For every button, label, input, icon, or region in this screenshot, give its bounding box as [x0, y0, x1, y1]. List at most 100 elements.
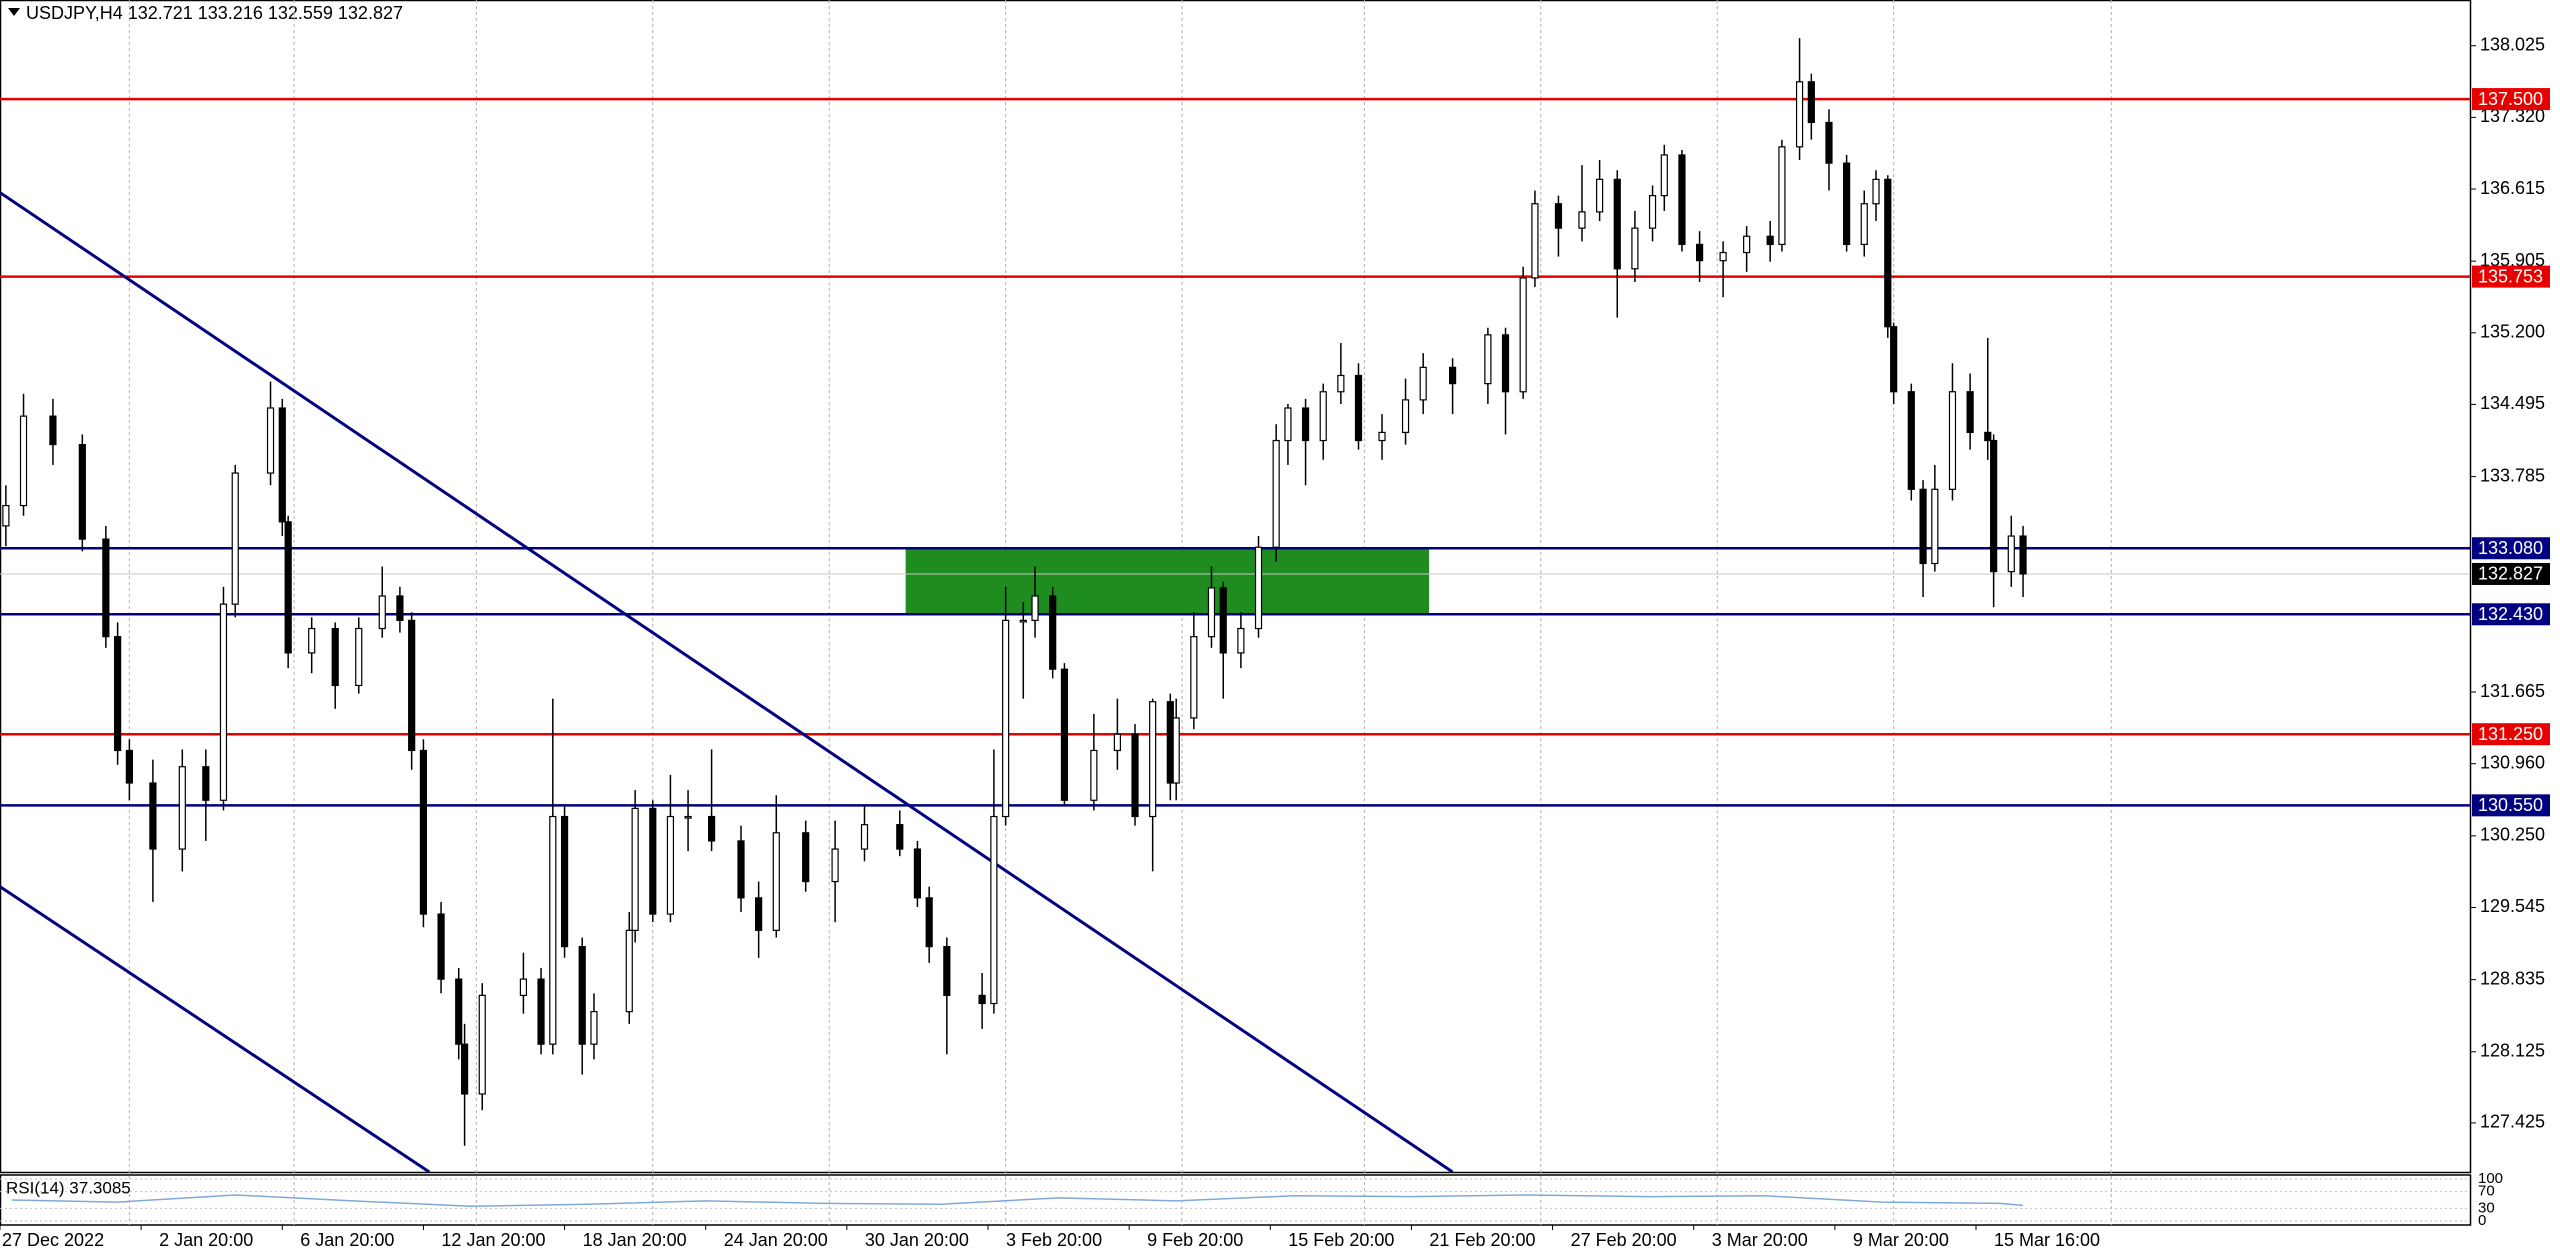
candle-body — [1931, 488, 1939, 565]
level-label-box — [2472, 88, 2550, 111]
candle-body — [231, 472, 239, 605]
candle-body — [1743, 235, 1751, 254]
candle-body — [1149, 701, 1157, 818]
y-tick-label: 131.665 — [2480, 681, 2545, 701]
x-tick-label: 30 Jan 20:00 — [865, 1230, 969, 1250]
candle-body — [772, 832, 780, 931]
level-label: 132.430 — [2478, 604, 2543, 624]
candle-body — [1860, 203, 1868, 245]
candle-body — [1795, 81, 1804, 148]
candle-body — [266, 407, 275, 474]
candle-body — [49, 415, 57, 446]
candle-body — [1049, 595, 1057, 670]
candle-body — [1596, 178, 1604, 213]
candle-body — [1990, 439, 1998, 573]
level-label: 131.250 — [2478, 724, 2543, 744]
candle-body — [684, 815, 692, 819]
x-tick-label: 27 Feb 20:00 — [1571, 1230, 1677, 1250]
candle-body — [1090, 749, 1098, 801]
x-tick-label: 6 Jan 20:00 — [300, 1230, 394, 1250]
x-tick-label: 15 Mar 16:00 — [1994, 1230, 2100, 1250]
x-tick-label: 9 Mar 20:00 — [1853, 1230, 1949, 1250]
rsi-line — [11, 1194, 2024, 1208]
candle-body — [408, 619, 416, 752]
y-tick-label: 137.320 — [2480, 106, 2545, 126]
candle-body — [1113, 733, 1121, 752]
candle-body — [284, 521, 292, 654]
candle-body — [537, 978, 545, 1045]
candle-body — [831, 848, 839, 883]
y-tick-label: 128.835 — [2480, 968, 2545, 988]
candle-body — [1207, 587, 1216, 638]
level-label: 133.080 — [2478, 538, 2543, 558]
candle-body — [455, 978, 463, 1045]
y-tick-label: 136.615 — [2480, 178, 2545, 198]
trendline — [0, 191, 1454, 1172]
candle-body — [1254, 546, 1263, 630]
candle-body — [2, 504, 10, 527]
candle-body — [1284, 407, 1292, 442]
x-tick-label: 27 Dec 2022 — [2, 1230, 104, 1250]
candle-body — [1131, 733, 1139, 818]
rsi-panel — [0, 1174, 2472, 1226]
candle-body — [419, 749, 428, 915]
candle-body — [308, 627, 316, 654]
candle-body — [1578, 211, 1586, 229]
candle-body — [590, 1011, 598, 1045]
rsi-tick-label: 70 — [2478, 1183, 2495, 1200]
candle-body — [1966, 391, 1974, 433]
candle-body — [560, 815, 569, 948]
rsi-tick-label: 0 — [2478, 1212, 2486, 1229]
candle-body — [1519, 277, 1527, 393]
candle-body — [1301, 407, 1310, 442]
candle-body — [2019, 535, 2027, 575]
candle-body — [1166, 701, 1174, 784]
candle-body — [1501, 334, 1510, 393]
x-tick-label: 2 Jan 20:00 — [159, 1230, 253, 1250]
candle-body — [1766, 235, 1774, 245]
rsi-label: RSI(14) 37.3085 — [6, 1178, 131, 1197]
candle-body — [1984, 431, 1992, 442]
candle-body — [1919, 488, 1927, 565]
candle-body — [755, 897, 763, 931]
candle-body — [1190, 636, 1198, 719]
candle-body — [1319, 391, 1327, 442]
level-label-box — [2472, 794, 2550, 817]
candle-body — [1660, 154, 1668, 197]
candle-body — [460, 1043, 469, 1095]
x-tick-label: 18 Jan 20:00 — [583, 1230, 687, 1250]
candle-body — [925, 897, 933, 948]
x-tick-label: 3 Feb 20:00 — [1006, 1230, 1102, 1250]
candle-body — [943, 946, 951, 996]
rsi-tick-label: 30 — [2478, 1199, 2495, 1216]
level-label-box — [2472, 723, 2550, 746]
candle-body — [1060, 668, 1069, 801]
y-tick-label: 129.545 — [2480, 896, 2545, 916]
rsi-tick-label: 100 — [2478, 1170, 2503, 1187]
chart-title: USDJPY,H4 132.721 133.216 132.559 132.82… — [26, 3, 403, 23]
level-label-box — [2472, 603, 2550, 626]
y-tick-label: 133.785 — [2480, 465, 2545, 485]
trendline — [0, 885, 431, 1172]
candle-body — [1872, 178, 1880, 205]
menu-triangle — [8, 8, 20, 16]
x-tick-label: 9 Feb 20:00 — [1147, 1230, 1243, 1250]
candle-body — [990, 815, 998, 1005]
candle-body — [1401, 399, 1410, 433]
candle-body — [1219, 587, 1227, 654]
candle-body — [1554, 203, 1563, 229]
candle-body — [149, 782, 157, 850]
candle-body — [1172, 717, 1180, 784]
candle-body — [649, 807, 657, 915]
candle-body — [631, 807, 639, 931]
candle-body — [625, 929, 633, 1013]
x-tick-label: 3 Mar 20:00 — [1712, 1230, 1808, 1250]
candle-body — [1884, 178, 1892, 328]
candle-body — [331, 627, 339, 687]
y-tick-label: 130.250 — [2480, 825, 2545, 845]
y-tick-label: 138.025 — [2480, 34, 2545, 54]
candle-body — [2007, 535, 2015, 573]
candle-body — [1890, 326, 1898, 393]
candle-body — [549, 815, 557, 1045]
